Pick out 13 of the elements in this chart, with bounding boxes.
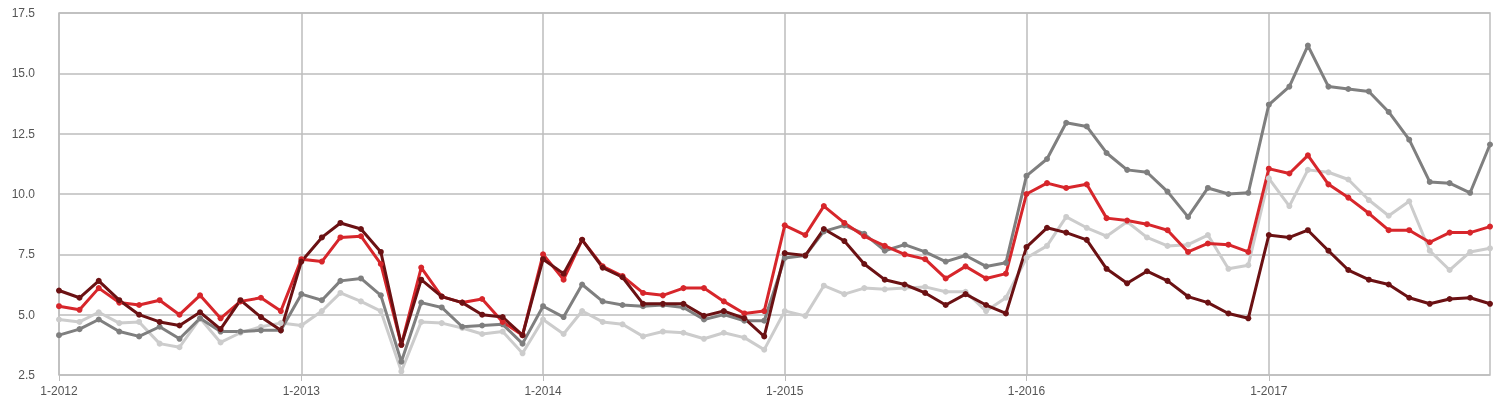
x-tick-label: 1-2015: [766, 384, 804, 398]
y-tick-label: 10.0: [11, 187, 36, 201]
x-tick-label: 1-2016: [1007, 384, 1046, 398]
x-tick-label: 1-2014: [524, 384, 563, 398]
y-tick-label: 17.5: [11, 6, 36, 20]
y-tick-label: 15.0: [11, 66, 36, 81]
y-tick-label: 2.5: [18, 368, 36, 382]
y-tick-label: 12.5: [11, 126, 36, 141]
x-tick-label: 1-2013: [282, 384, 321, 398]
y-tick-label: 5.0: [18, 307, 36, 322]
y-tick-label: 7.5: [18, 247, 36, 262]
x-tick-label: 1-2012: [40, 384, 78, 398]
x-tick-label: 1-2017: [1250, 384, 1288, 398]
